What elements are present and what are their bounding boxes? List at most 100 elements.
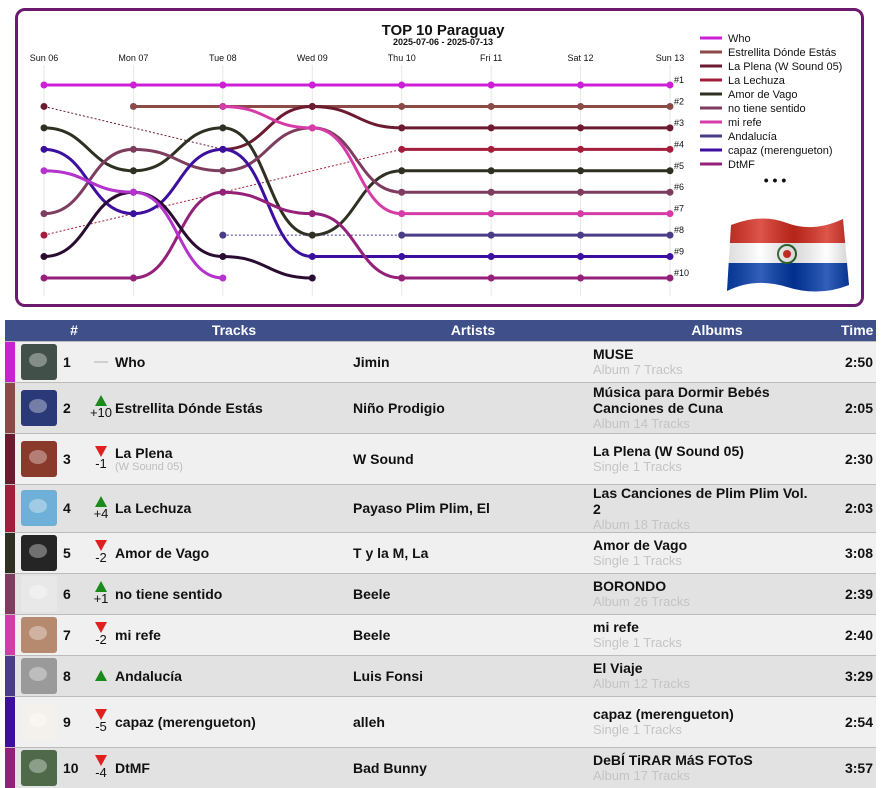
data-point[interactable] — [219, 167, 227, 175]
artist-name[interactable]: alleh — [353, 695, 593, 747]
track-title[interactable]: Amor de Vago — [115, 544, 210, 561]
track-title[interactable]: no tiene sentido — [115, 585, 223, 602]
album-title[interactable]: BORONDO — [593, 578, 667, 594]
data-point[interactable] — [219, 102, 227, 110]
data-point[interactable] — [398, 124, 406, 132]
data-point[interactable] — [666, 102, 674, 110]
table-row[interactable]: 5 -2 Amor de Vago T y la M, La Amor de Vago S… — [5, 531, 876, 573]
table-row[interactable]: 10 -4 DtMF Bad Bunny DeBÍ TiRAR MáS FOToS Alb… — [5, 746, 876, 788]
data-point[interactable] — [577, 210, 585, 218]
data-point[interactable] — [398, 231, 406, 239]
data-point[interactable] — [487, 253, 495, 261]
data-point[interactable] — [129, 274, 137, 282]
data-point[interactable] — [398, 167, 406, 175]
track-title[interactable]: La Lechuza — [115, 500, 192, 516]
data-point[interactable] — [577, 102, 585, 110]
track-title[interactable]: Andalucía — [115, 667, 182, 684]
data-point[interactable] — [666, 231, 674, 239]
data-point[interactable] — [129, 102, 137, 110]
data-point[interactable] — [219, 124, 227, 132]
artist-name[interactable]: Luis Fonsi — [353, 654, 593, 696]
track-title[interactable]: Estrellita Dónde Estás — [115, 399, 263, 416]
data-point[interactable] — [129, 210, 137, 218]
album-title[interactable]: Amor de Vago — [593, 537, 688, 553]
artist-name[interactable]: Payaso Plim Plim, El — [353, 483, 593, 532]
data-point[interactable] — [129, 188, 137, 196]
data-point[interactable] — [398, 81, 406, 89]
artist-name[interactable]: Beele — [353, 613, 593, 655]
track-title[interactable]: capaz (merengueton) — [115, 713, 256, 730]
data-point[interactable] — [40, 210, 48, 218]
data-point[interactable] — [219, 253, 227, 261]
data-point[interactable] — [666, 274, 674, 282]
album-title[interactable]: DeBÍ TiRAR MáS FOToS — [593, 752, 753, 769]
table-row[interactable]: 2 +10 Estrellita Dónde Estás Niño Prodigio M… — [5, 381, 876, 433]
album-title[interactable]: La Plena (W Sound 05) — [593, 443, 744, 459]
album-title[interactable]: capaz (merengueton) — [593, 706, 734, 722]
table-row[interactable]: 7 -2 mi refe Beele mi refe Single 1 Tracks 2:4… — [5, 613, 876, 655]
data-point[interactable] — [219, 274, 227, 282]
artist-name[interactable]: Jimin — [353, 340, 593, 382]
data-point[interactable] — [487, 81, 495, 89]
data-point[interactable] — [129, 167, 137, 175]
data-point[interactable] — [487, 124, 495, 132]
data-point[interactable] — [487, 145, 495, 153]
data-point[interactable] — [129, 81, 137, 89]
table-row[interactable]: 6 +1 no tiene sentido Beele BORONDO Album 26 … — [5, 572, 876, 614]
data-point[interactable] — [487, 210, 495, 218]
data-point[interactable] — [40, 274, 48, 282]
artist-name[interactable]: Beele — [353, 572, 593, 614]
album-title[interactable]: Música para Dormir Bebés Canciones de Cu… — [593, 384, 770, 416]
data-point[interactable] — [308, 210, 316, 218]
artist-name[interactable]: Bad Bunny — [353, 746, 593, 788]
data-point[interactable] — [219, 81, 227, 89]
track-title[interactable]: Who — [115, 353, 146, 370]
data-point[interactable] — [398, 188, 406, 196]
album-title[interactable]: El Viaje — [593, 660, 643, 676]
data-point[interactable] — [666, 253, 674, 261]
data-point[interactable] — [577, 167, 585, 175]
data-point[interactable] — [666, 167, 674, 175]
data-point[interactable] — [398, 253, 406, 261]
data-point[interactable] — [308, 124, 316, 132]
track-title[interactable]: mi refe — [115, 626, 161, 643]
data-point[interactable] — [577, 145, 585, 153]
data-point[interactable] — [398, 274, 406, 282]
data-point[interactable] — [577, 81, 585, 89]
data-point[interactable] — [40, 167, 48, 175]
data-point[interactable] — [666, 188, 674, 196]
data-point[interactable] — [398, 145, 406, 153]
data-point[interactable] — [487, 274, 495, 282]
data-point[interactable] — [487, 188, 495, 196]
data-point[interactable] — [40, 145, 48, 153]
data-point[interactable] — [129, 145, 137, 153]
album-title[interactable]: Las Canciones de Plim Plim Vol. 2 — [593, 484, 808, 517]
data-point[interactable] — [40, 253, 48, 261]
artist-name[interactable]: W Sound — [353, 432, 593, 484]
data-point[interactable] — [219, 145, 227, 153]
data-point[interactable] — [577, 124, 585, 132]
data-point[interactable] — [40, 102, 48, 110]
data-point[interactable] — [398, 102, 406, 110]
data-point[interactable] — [40, 231, 48, 239]
data-point[interactable] — [308, 81, 316, 89]
album-title[interactable]: mi refe — [593, 619, 639, 635]
data-point[interactable] — [577, 188, 585, 196]
data-point[interactable] — [219, 188, 227, 196]
table-row[interactable]: 4 +4 La Lechuza Payaso Plim Plim, El Las Can… — [5, 483, 876, 532]
data-point[interactable] — [40, 124, 48, 132]
data-point[interactable] — [487, 167, 495, 175]
table-row[interactable]: 8 Andalucía Luis Fonsi El Viaje Album 12 Tra… — [5, 654, 876, 696]
data-point[interactable] — [487, 231, 495, 239]
data-point[interactable] — [219, 231, 227, 239]
data-point[interactable] — [308, 274, 316, 282]
data-point[interactable] — [487, 102, 495, 110]
data-point[interactable] — [308, 253, 316, 261]
table-row[interactable]: 1 Who Jimin MUSE Album 7 Tracks 2:50 — [5, 340, 876, 382]
data-point[interactable] — [308, 102, 316, 110]
data-point[interactable] — [308, 231, 316, 239]
data-point[interactable] — [577, 231, 585, 239]
artist-name[interactable]: T y la M, La — [353, 531, 593, 573]
data-point[interactable] — [577, 253, 585, 261]
data-point[interactable] — [666, 81, 674, 89]
